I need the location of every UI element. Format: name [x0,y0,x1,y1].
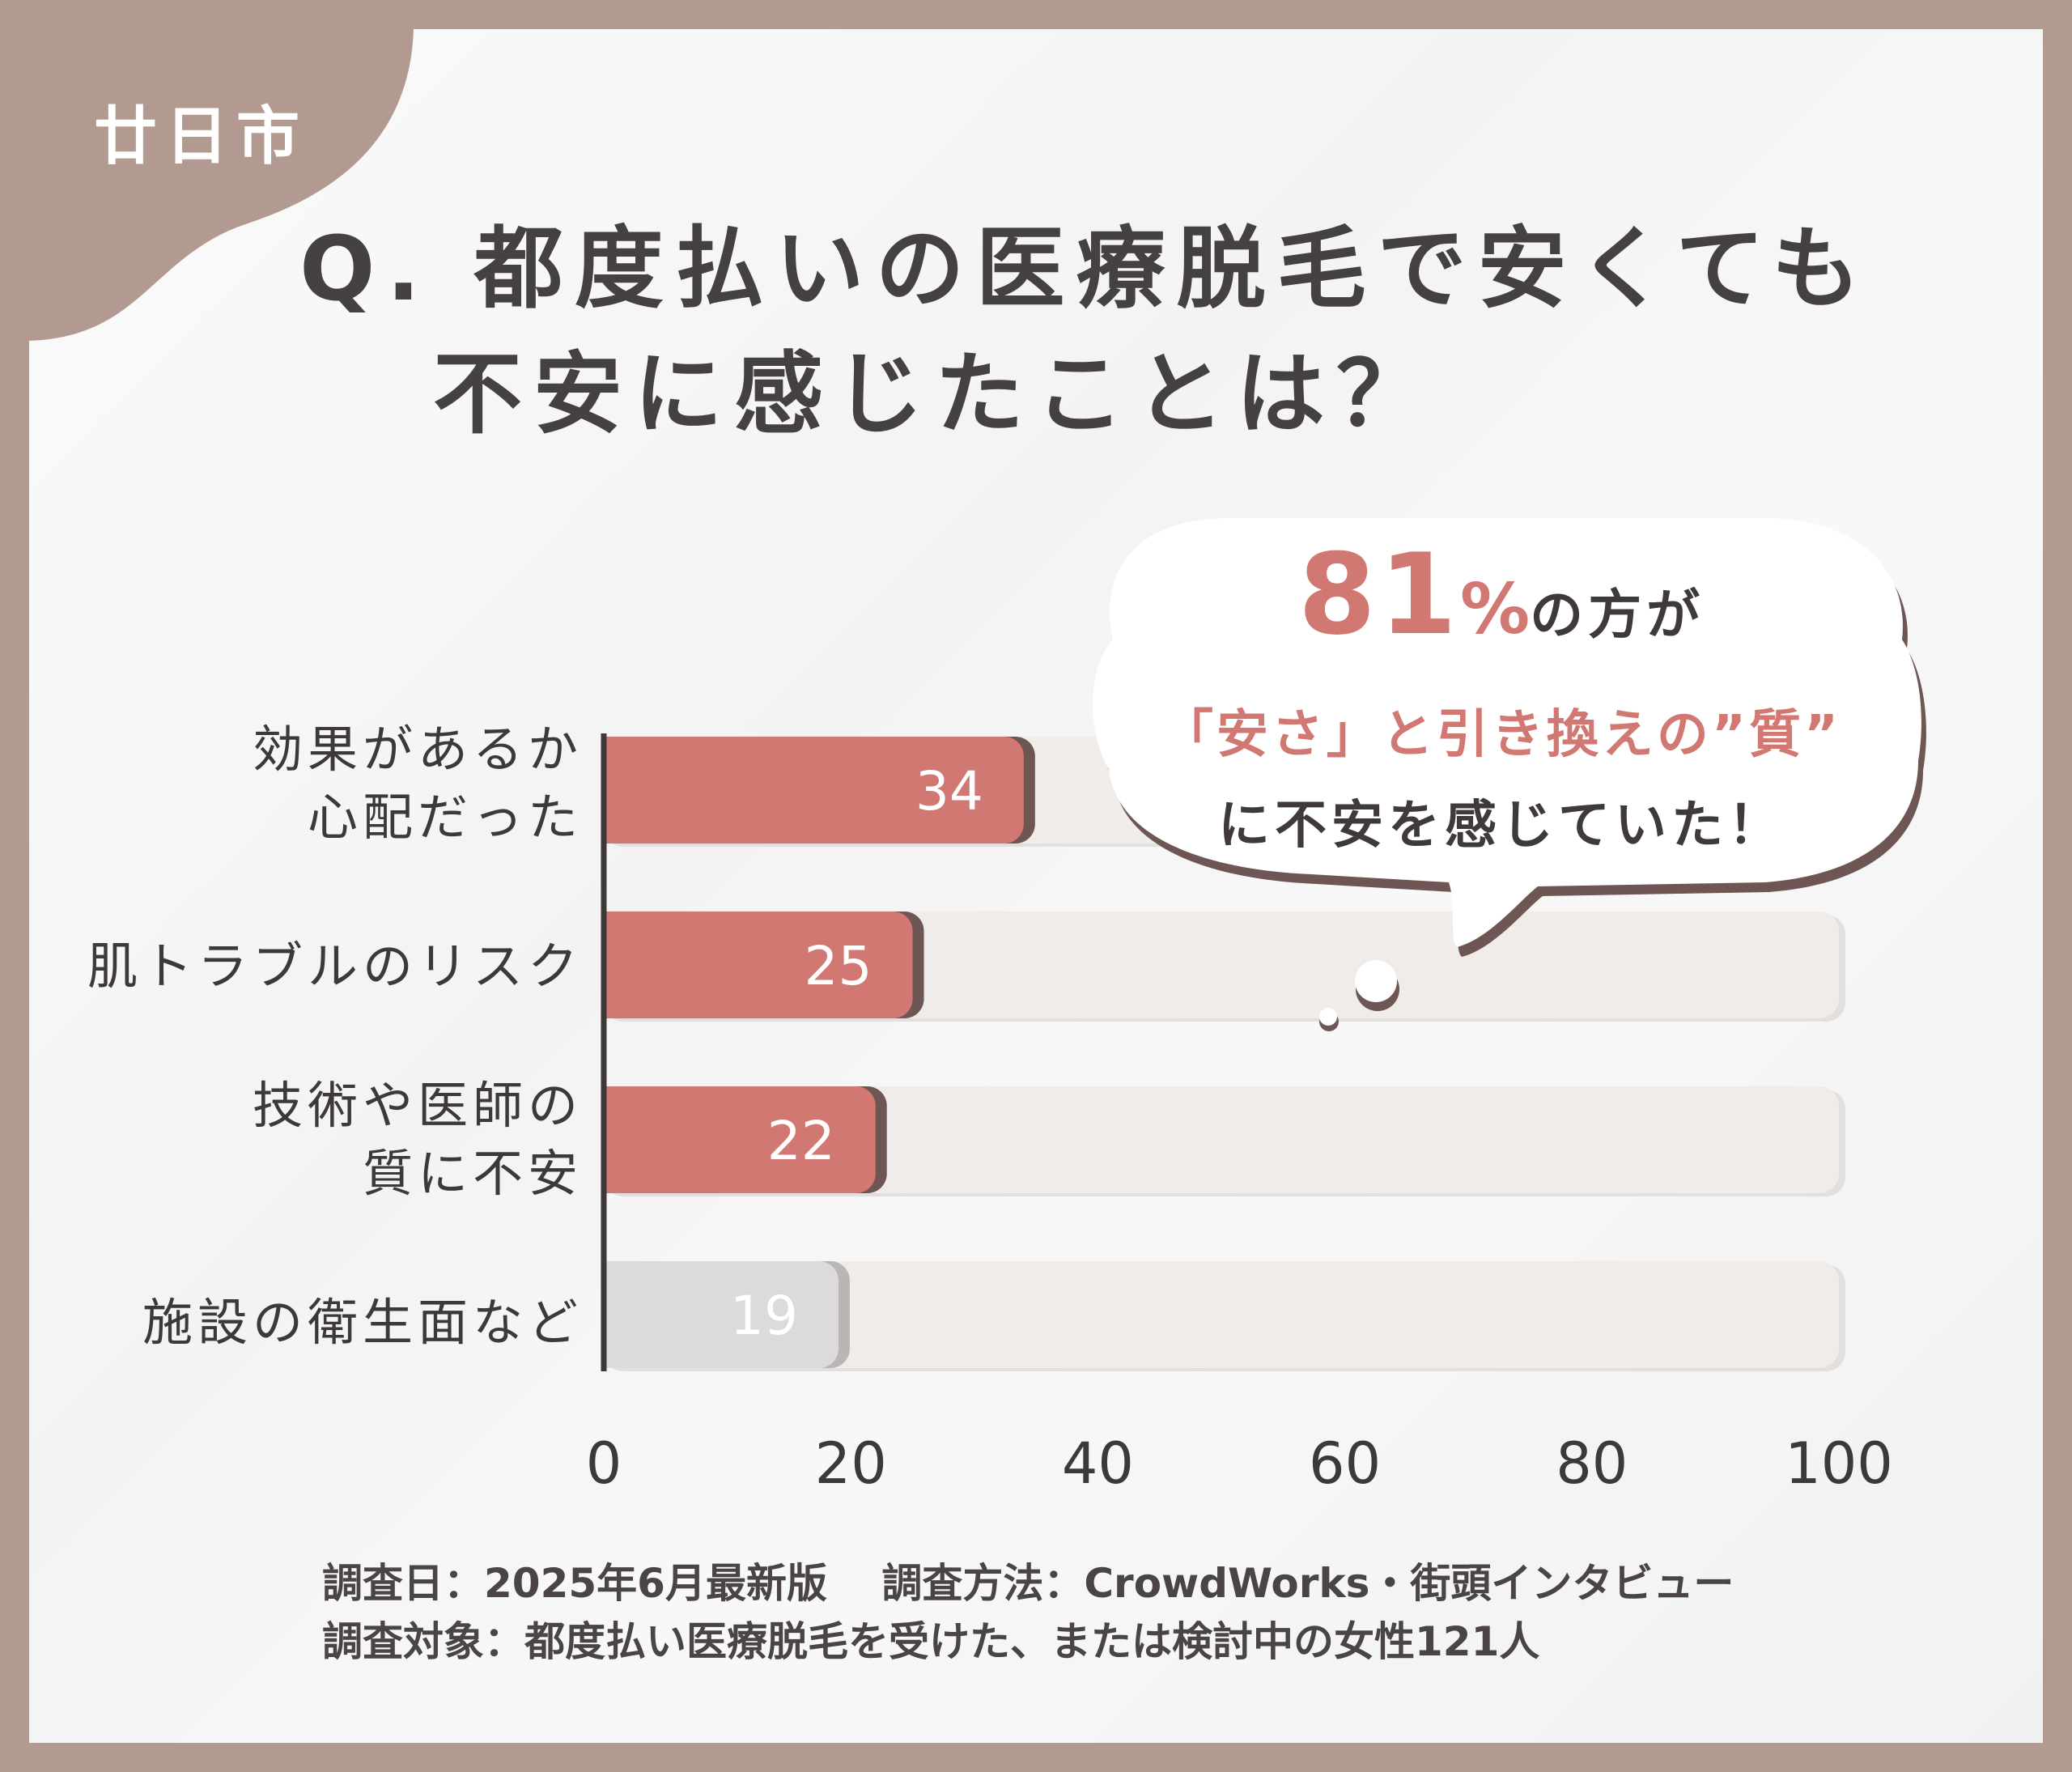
category-label-2: 技術や医師の 質に不安 [253,1072,583,1208]
category-label-0-line-1: 効果があるか [252,720,583,779]
x-tick-label-2: 40 [1062,1430,1134,1497]
category-label-1: 肌トラブルのリスク [87,933,583,1001]
category-label-0-line-2: 心配だった [307,788,583,847]
callout-suffix: の方が [1530,584,1705,646]
bar-2 [604,1086,876,1193]
bar-track-2 [604,1086,1839,1193]
x-tick-label-0: 0 [586,1430,622,1497]
x-tick-label-5: 100 [1785,1430,1893,1497]
category-label-0: 効果があるか 心配だった [253,716,583,852]
data-label-0: 34 [915,760,983,822]
title-line-2: 不安に感じたことは？ [433,342,1437,446]
area-tag: 廿日市 [94,100,308,173]
survey-note-2: 調査対象：都度払い医療脱毛を受けた、または検討中の女性121人 [322,1618,1540,1665]
bar-1 [604,911,913,1018]
data-label-3: 19 [730,1285,798,1347]
bar-0 [604,737,1024,844]
data-label-2: 22 [767,1110,835,1172]
corner-wave-decoration [29,29,414,341]
bar-left-edge-0 [604,737,628,844]
bar-track-3 [604,1261,1839,1368]
bar-left-edge-1 [604,911,628,1018]
category-label-1-line-1: 肌トラブルのリスク [87,937,583,996]
x-tick-label-1: 20 [815,1430,887,1497]
callout-percent-sign: % [1459,569,1531,650]
page-title: Q. 都度払いの医療脱毛で安くても 不安に感じたことは？ [299,206,1872,457]
data-label-1: 25 [805,935,873,997]
survey-note-1: 調査日：2025年6月最新版 調査方法：CrowdWorks・街頭インタビュー [322,1560,1734,1607]
thought-dot-small [1319,1008,1337,1026]
category-label-2-line-1: 技術や医師の [252,1076,583,1135]
callout-line-2: 「安さ」と引き換えの”質” [1161,705,1842,765]
bar-left-edge-2 [604,1086,628,1193]
thought-dot-large [1355,960,1397,1002]
bar-left-edge-3 [604,1261,628,1368]
x-tick-label-4: 80 [1556,1430,1628,1497]
speech-bubble [1093,518,1921,947]
callout-line-3: に不安を感じていた！ [1218,796,1785,856]
callout-text: 81%の方が 「安さ」と引き換えの”質” に不安を感じていた！ [1101,534,1902,871]
survey-notes: 調査日：2025年6月最新版 調査方法：CrowdWorks・街頭インタビュー … [322,1554,1734,1671]
category-label-3: 施設の衛生面など [142,1289,583,1357]
bar-3 [604,1261,839,1368]
callout-percent: 81 [1297,529,1460,660]
title-line-1: Q. 都度払いの医療脱毛で安くても [299,217,1872,321]
x-tick-label-3: 60 [1309,1430,1381,1497]
category-label-3-line-1: 施設の衛生面など [142,1293,583,1352]
category-label-2-line-2: 質に不安 [362,1144,583,1203]
